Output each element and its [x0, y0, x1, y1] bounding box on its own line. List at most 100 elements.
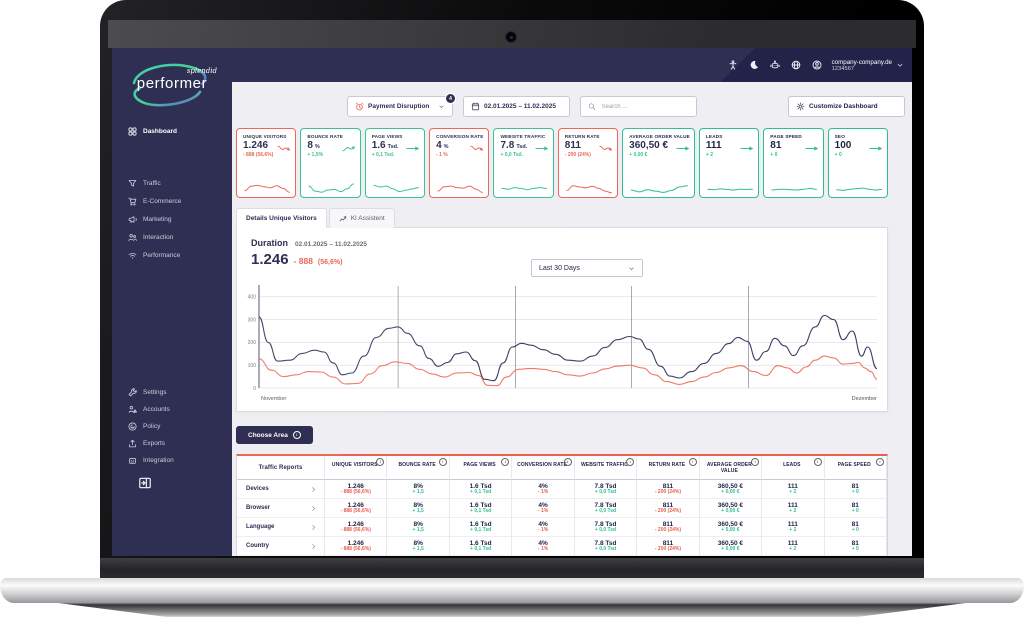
table-cell: 111 + 2 — [762, 518, 825, 537]
megaphone-icon — [128, 215, 137, 224]
info-icon[interactable] — [688, 458, 697, 466]
table-cell: 1.246- 888 (56,6%) — [325, 518, 388, 537]
sidebar-item-settings[interactable]: Settings — [112, 384, 232, 401]
kpi-card-bounce-rate[interactable]: BOUNCE RATE 8% + 1,5% — [300, 128, 361, 198]
table-cell: 4% - 1% — [512, 518, 575, 537]
info-icon[interactable] — [501, 458, 510, 466]
sidebar-item-performance[interactable]: Performance — [112, 246, 232, 264]
alert-filter-label: Payment Disruption — [368, 103, 430, 110]
accessibility-icon[interactable] — [728, 60, 738, 70]
dark-mode-icon[interactable] — [749, 60, 759, 70]
language-globe-icon[interactable] — [791, 60, 801, 70]
tab-ki-assistent[interactable]: KI Assistent — [328, 208, 395, 228]
sidebar-item-label: Interaction — [143, 233, 174, 241]
wrench-icon — [128, 388, 137, 397]
table-row-devices[interactable]: Devices — [237, 480, 325, 499]
date-range-picker[interactable]: 02.01.2025 – 11.02.2025 — [463, 96, 570, 117]
info-icon[interactable] — [376, 458, 385, 466]
collapse-sidebar-button[interactable] — [138, 476, 152, 490]
table-cell: 81 + 0 — [824, 537, 887, 556]
kpi-card-leads[interactable]: LEADS 111 + 2 — [698, 128, 760, 198]
duration-label: Duration — [251, 238, 288, 248]
sidebar-item-dashboard[interactable]: Dashboard — [112, 122, 232, 140]
table-row-country[interactable]: Country — [237, 537, 325, 556]
trend-flat-icon — [869, 144, 883, 153]
laptop-shadow — [58, 603, 966, 617]
sidebar-item-e-commerce[interactable]: E-Commerce — [112, 192, 232, 210]
kpi-unit: Tsd. — [387, 144, 399, 150]
duration-row: Duration 02.01.2025 – 11.02.2025 — [251, 238, 367, 248]
duration-range: 02.01.2025 – 11.02.2025 — [295, 241, 367, 248]
kpi-unit: % — [314, 144, 320, 150]
assistant-bot-icon[interactable] — [769, 60, 780, 70]
sidebar-item-traffic[interactable]: Traffic — [112, 174, 232, 192]
main-content: Payment Disruption 4 02.01.2025 – 11.02.… — [232, 82, 912, 556]
table-cell: 4% - 1% — [512, 499, 575, 518]
table-cell: 4% - 1% — [512, 480, 575, 499]
kpi-card-seo[interactable]: SEO 100 + 0 — [827, 128, 888, 198]
table-row-language[interactable]: Language — [237, 518, 325, 537]
chevron-down-icon — [438, 103, 445, 110]
range-select[interactable]: Last 30 Days — [531, 259, 643, 277]
kpi-delta: + 0,0 Tsd. — [500, 152, 523, 158]
sidebar-item-interaction[interactable]: Interaction — [112, 228, 232, 246]
alert-filter-select[interactable]: Payment Disruption 4 — [347, 93, 456, 117]
info-icon[interactable] — [438, 458, 447, 466]
sidebar-item-label: Marketing — [143, 215, 172, 223]
info-icon[interactable] — [813, 458, 822, 466]
sidebar-item-exports[interactable]: Exports — [112, 435, 232, 452]
kpi-sparkline — [835, 178, 883, 194]
chevron-right-icon — [310, 486, 317, 493]
svg-text:300: 300 — [248, 317, 257, 323]
table-row-browser[interactable]: Browser — [237, 499, 325, 518]
topbar: company-company.de 1234567 — [112, 48, 912, 82]
kpi-card-conversion-rate[interactable]: CONVERSION RATE 4% - 1 % — [429, 128, 490, 198]
kpi-sparkline — [500, 178, 548, 194]
info-icon[interactable] — [563, 458, 572, 466]
line-chart: 0 100 200 300 400 November Dezember — [243, 284, 883, 408]
laptop-hinge — [100, 558, 924, 578]
trend-flat-icon — [805, 144, 819, 153]
sidebar-item-marketing[interactable]: Marketing — [112, 210, 232, 228]
table-cell: 8% + 1,5 — [387, 499, 450, 518]
kpi-card-unique-visitors[interactable]: UNIQUE VISITORS 1.246- 888 (56,6%) — [236, 128, 297, 198]
kpi-card-return-rate[interactable]: RETURN RATE 811- 200 (24%) — [557, 128, 619, 198]
kpi-sparkline — [770, 178, 818, 194]
user-avatar-icon[interactable] — [812, 60, 822, 70]
info-icon[interactable] — [875, 458, 884, 466]
kpi-card-page-speed[interactable]: PAGE SPEED 81 + 0 — [763, 128, 824, 198]
kpi-value-row: 811 — [565, 140, 613, 151]
customize-dashboard-button[interactable]: Customize Dashboard — [788, 96, 905, 117]
kpi-card-page-views[interactable]: PAGE VIEWS 1.6 Tsd. + 0,1 Tsd. — [364, 128, 426, 198]
kpi-value-row: 1.6 Tsd. — [372, 140, 420, 151]
table-header-bounce-rate: BOUNCE RATE — [387, 456, 450, 480]
account-text: company-company.de 1234567 — [832, 59, 892, 72]
kpi-card-average-order-value[interactable]: AVERAGE ORDER VALUE 360,50 € + 0,00 € — [622, 128, 695, 198]
tab-details-unique-visitors[interactable]: Details Unique Visitors — [236, 208, 327, 228]
search-input[interactable] — [599, 102, 689, 111]
topbar-right: company-company.de 1234567 — [728, 48, 904, 82]
kpi-card-website-traffic[interactable]: WEBSITE TRAFFIC 7.8 Tsd. + 0,0 Tsd. — [493, 128, 554, 198]
info-icon[interactable] — [626, 458, 635, 466]
table-cell: 1.246- 888 (56,6%) — [325, 480, 388, 499]
table-cell: 1.6 Tsd + 0,1 Tsd — [449, 480, 513, 499]
upload-icon — [128, 439, 137, 448]
sidebar-item-label: Performance — [143, 251, 181, 259]
sidebar-item-accounts[interactable]: Accounts — [112, 401, 232, 418]
account-menu[interactable]: company-company.de 1234567 — [832, 59, 904, 72]
sidebar-item-integration[interactable]: Integration — [112, 452, 232, 469]
sidebar-item-policy[interactable]: Policy — [112, 418, 232, 435]
table-cell: 4% - 1% — [512, 537, 575, 556]
kpi-delta: + 1,5% — [307, 152, 324, 158]
table-header-average-order-value: AVERAGE ORDER VALUE — [699, 456, 763, 480]
kpi-value: 100 — [834, 140, 852, 151]
table-cell: 7.8 Tsd + 0,0 Tsd — [574, 537, 638, 556]
panel-body: Duration 02.01.2025 – 11.02.2025 1.246 -… — [236, 227, 888, 412]
svg-text:100: 100 — [248, 363, 257, 369]
choose-area-button[interactable]: Choose Area — [236, 426, 313, 444]
trend-down-icon — [599, 144, 613, 153]
kpi-sparkline — [629, 178, 690, 194]
table-cell: 8% + 1,5 — [387, 518, 450, 537]
info-icon[interactable] — [751, 458, 760, 466]
